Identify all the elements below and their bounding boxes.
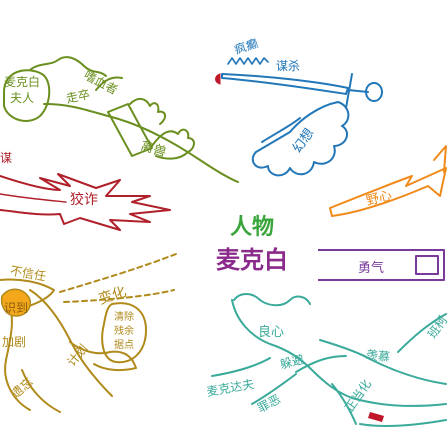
label-lackey: 走卒 [65, 87, 91, 106]
aware-blob [0, 288, 32, 317]
courage-inner [415, 255, 439, 275]
label-banquo: 班柯 [425, 313, 448, 341]
label-plot: 谋 [0, 151, 12, 165]
conscience-justify [331, 383, 357, 425]
change-lower-left [21, 369, 61, 413]
change-trunk [0, 278, 55, 309]
branch-murder [221, 57, 383, 177]
lady-sleeve [107, 103, 153, 157]
center-title-character: 人物 [230, 214, 274, 240]
branch-lady-macbeth [3, 56, 239, 183]
conscience-mcduff [211, 357, 271, 377]
label-lady-macbeth-line1: 麦克白 [4, 74, 40, 89]
label-fantasy: 幻想 [289, 125, 317, 155]
blood-drop [215, 73, 221, 85]
change-dashed-lower [63, 289, 175, 303]
label-intensify: 加剧 [2, 335, 26, 349]
label-distrust: 不信任 [9, 264, 47, 284]
ambition-arrow [329, 167, 447, 217]
cunning-bolt [0, 173, 171, 231]
conscience-lower [359, 419, 447, 428]
fantasy-stem [261, 117, 301, 143]
courage-bar [318, 249, 445, 281]
sword-pommel [365, 82, 383, 102]
branch-courage [318, 249, 445, 281]
label-lady-macbeth-line2: 夫人 [10, 91, 34, 105]
lady-hand-1 [129, 98, 166, 125]
change-leaf [69, 341, 137, 372]
conscience-trunk [231, 299, 447, 407]
label-envy: 羡慕 [365, 347, 390, 364]
branch-change [0, 253, 177, 413]
label-purge-line1: 清除 [114, 310, 134, 323]
sword-blade [221, 73, 349, 95]
label-change: 变化 [97, 284, 129, 308]
lady-branch-up [95, 76, 123, 91]
purge-box [101, 302, 147, 364]
label-cunning: 狡诈 [70, 192, 98, 208]
label-aware: 识到 [4, 301, 28, 315]
fantasy-cloud [251, 101, 350, 177]
lady-stem [43, 103, 239, 183]
branch-ambition [329, 145, 447, 217]
label-sin: 罪恶 [255, 392, 283, 416]
label-evade: 躲避 [278, 351, 305, 371]
change-body [29, 289, 113, 397]
change-left-curl [4, 299, 31, 411]
label-mcduff: 麦克达夫 [205, 377, 255, 399]
label-conscience: 良心 [258, 324, 284, 340]
branch-cunning [0, 173, 171, 231]
label-murder: 谋杀 [276, 58, 300, 73]
change-dashed-upper [59, 253, 177, 293]
center-title-macbeth: 麦克白 [216, 246, 288, 274]
conscience-top-curl [233, 293, 311, 307]
blood-mark [368, 412, 384, 422]
cunning-inner [0, 193, 67, 203]
label-beast: 禽兽 [139, 137, 169, 160]
label-forget: 遗忘 [8, 374, 36, 401]
label-ambition: 野心 [365, 188, 394, 209]
conscience-sin [251, 373, 297, 405]
conscience-banquo [397, 313, 447, 353]
label-purge-line3: 据点 [114, 338, 134, 351]
lady-bubble [3, 69, 51, 122]
label-purge-line2: 残余 [114, 324, 134, 337]
lady-hand-2 [151, 128, 195, 160]
label-plan: 计划 [64, 342, 90, 369]
conscience-branch-mid [295, 355, 347, 373]
label-madness: 疯癫 [232, 35, 259, 57]
lady-squiggle [29, 56, 107, 77]
conscience-envy [319, 339, 447, 385]
ambition-top [433, 145, 447, 173]
label-courage: 勇气 [358, 260, 384, 276]
madness-zigzag [227, 57, 269, 65]
sword-hilt [347, 89, 369, 93]
branch-conscience [211, 293, 447, 428]
